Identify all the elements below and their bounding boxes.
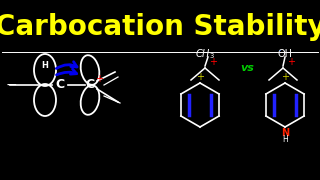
Text: $CH_3$: $CH_3$ bbox=[195, 47, 215, 61]
Text: N: N bbox=[281, 128, 289, 138]
Text: +: + bbox=[209, 57, 217, 67]
Text: ·: · bbox=[278, 46, 282, 58]
Text: +: + bbox=[287, 57, 295, 67]
Text: −: − bbox=[6, 78, 18, 92]
Text: +: + bbox=[196, 72, 204, 82]
Text: C: C bbox=[85, 78, 95, 91]
Text: C: C bbox=[55, 78, 65, 91]
Text: H: H bbox=[282, 135, 288, 144]
Text: Carbocation Stability: Carbocation Stability bbox=[0, 13, 320, 41]
Text: H: H bbox=[42, 60, 48, 69]
Text: OH: OH bbox=[277, 49, 292, 59]
Text: vs: vs bbox=[240, 63, 254, 73]
Text: +: + bbox=[281, 72, 289, 82]
Text: +: + bbox=[95, 74, 103, 84]
